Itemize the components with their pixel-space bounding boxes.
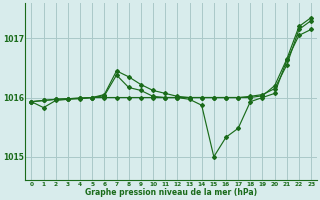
X-axis label: Graphe pression niveau de la mer (hPa): Graphe pression niveau de la mer (hPa) [85, 188, 257, 197]
